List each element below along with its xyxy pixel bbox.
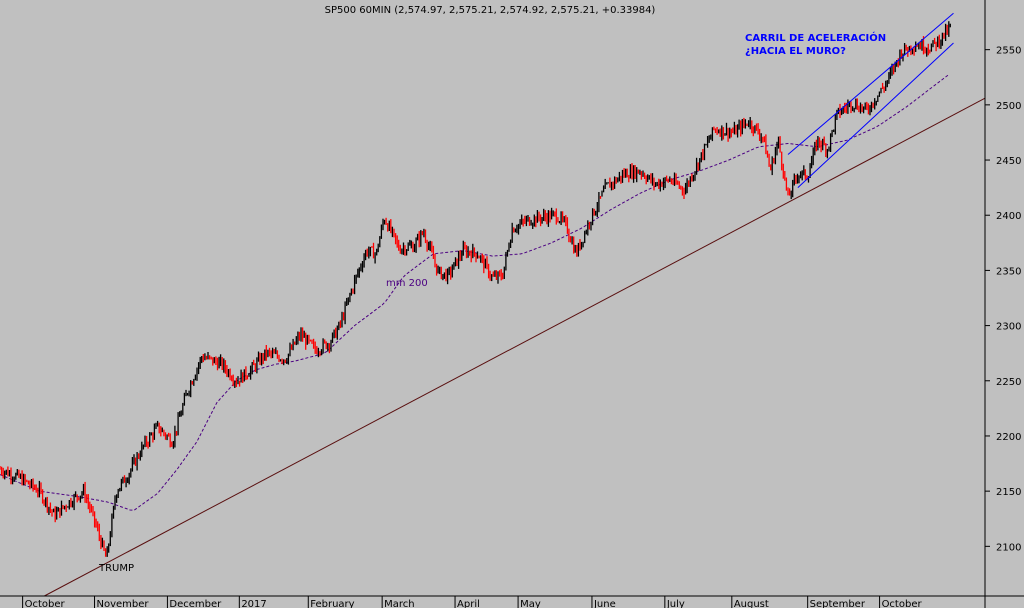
y-tick-label: 2400 [996,211,1021,222]
acceleration-channel [787,12,954,188]
ma200-label: mm 200 [386,278,428,289]
x-tick-label: October [25,599,66,608]
y-tick-label: 2550 [996,46,1021,57]
channel-upper-line [787,12,954,155]
x-tick-label: February [310,599,354,608]
x-tick-label: November [97,599,150,608]
y-tick-label: 2200 [996,432,1021,443]
support-line [44,97,986,597]
channel-label-line2: ¿HACIA EL MURO? [745,46,846,57]
x-tick-label: September [810,599,866,608]
y-tick-label: 2250 [996,377,1021,388]
y-tick-label: 2500 [996,101,1021,112]
price-bars [0,21,951,557]
x-tick-label: August [734,599,769,608]
y-tick-label: 2350 [996,266,1021,277]
y-tick-label: 2300 [996,322,1021,333]
ma200-path [0,73,950,511]
x-tick-label: October [882,599,923,608]
x-axis-ticks: October November December 2017 February March… [22,596,923,608]
x-tick-label: March [384,599,414,608]
x-tick-label: December [169,599,222,608]
channel-lower-line [797,42,954,188]
plot-area [0,0,985,596]
x-tick-label: July [666,599,685,608]
y-axis-ticks: 2100 2150 2200 2250 2300 2350 2400 2450 2500 2550 [985,46,1021,553]
x-tick-label: 2017 [241,599,266,608]
chart-title: SP500 60MIN (2,574.97, 2,575.21, 2,574.9… [325,5,656,16]
y-tick-label: 2150 [996,487,1021,498]
ma200-line [0,73,950,511]
y-tick-label: 2450 [996,156,1021,167]
trump-label: TRUMP [98,563,134,574]
x-tick-label: April [457,599,480,608]
x-tick-label: June [593,599,616,608]
support-trendline [44,97,986,597]
x-tick-label: May [520,599,541,608]
channel-label-line1: CARRIL DE ACELERACIÓN [745,31,886,44]
y-tick-label: 2100 [996,542,1021,553]
